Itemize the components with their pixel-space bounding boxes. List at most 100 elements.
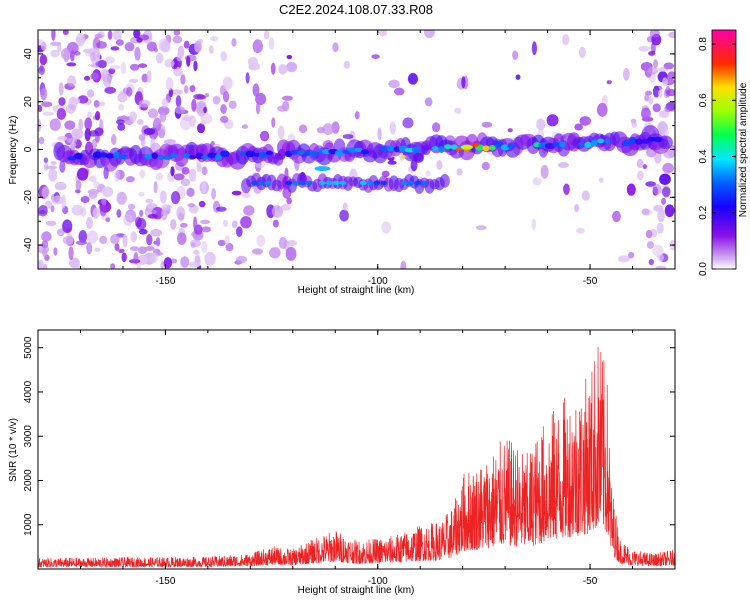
heat-cell xyxy=(231,190,242,196)
heat-cell xyxy=(92,151,103,159)
snr-panel: -150 -100 -50 1000 2000 3000 4000 5000 Height o… xyxy=(8,329,676,596)
heat-cell xyxy=(540,164,549,179)
heat-cell xyxy=(652,184,662,195)
heat-cell xyxy=(42,111,55,116)
heat-cell xyxy=(626,183,636,196)
heat-cell xyxy=(54,182,67,191)
heat-cell xyxy=(94,33,103,39)
heat-cell xyxy=(113,151,121,159)
heat-cell xyxy=(297,150,306,155)
heat-cell xyxy=(67,75,77,87)
heat-cell xyxy=(61,194,66,209)
heat-cell xyxy=(186,55,191,67)
heat-cell xyxy=(183,40,190,49)
spectrogram-axes: -150 -100 -50 -40 -20 0 20 40 xyxy=(23,29,676,287)
heat-cell xyxy=(104,86,116,94)
heat-cell xyxy=(158,38,170,52)
heat-cell xyxy=(278,63,288,75)
snr-series-line xyxy=(38,347,675,569)
x-tick-label: -50 xyxy=(583,276,598,287)
heat-cell xyxy=(140,135,146,147)
heat-cell xyxy=(252,83,260,97)
heat-cell xyxy=(170,152,178,158)
heat-cell xyxy=(110,134,117,145)
heat-cell xyxy=(291,180,299,186)
heat-cell xyxy=(648,258,655,266)
heat-cell xyxy=(241,191,251,199)
heat-cell xyxy=(222,76,233,90)
heat-cell xyxy=(235,255,248,264)
heat-cell xyxy=(136,217,147,231)
heat-cell xyxy=(235,226,243,237)
heat-cell xyxy=(196,94,207,100)
heat-cell xyxy=(581,190,590,201)
heat-cell xyxy=(431,122,441,133)
heat-cell xyxy=(400,260,407,269)
heat-cell xyxy=(645,181,657,187)
heat-cell xyxy=(67,156,77,161)
heat-cell xyxy=(44,200,53,209)
heat-cell xyxy=(64,120,76,130)
heat-cell xyxy=(159,111,167,123)
heat-cell xyxy=(193,249,200,255)
heat-cell xyxy=(316,148,324,153)
heat-cell xyxy=(43,157,49,164)
heat-cell xyxy=(258,151,268,159)
heat-cell xyxy=(655,265,667,269)
heat-cell xyxy=(282,95,293,101)
heat-cell xyxy=(151,152,158,159)
colorbar-tick-label: 0.8 xyxy=(698,37,709,51)
heat-cell xyxy=(117,123,126,131)
heat-cell xyxy=(94,247,101,252)
heat-cell xyxy=(438,145,445,153)
heat-cell xyxy=(115,119,125,125)
heat-cell xyxy=(500,144,510,151)
heat-cell xyxy=(359,180,367,186)
heat-cell xyxy=(144,153,153,160)
heat-cell xyxy=(38,65,46,75)
heat-cell xyxy=(598,177,604,183)
heat-cell xyxy=(662,162,674,174)
heat-cell xyxy=(114,243,120,252)
heat-cell xyxy=(285,180,293,186)
heat-cell xyxy=(414,180,422,186)
heat-cell xyxy=(640,107,651,120)
heat-cell xyxy=(159,190,167,204)
heat-cell xyxy=(201,120,206,125)
heat-cell xyxy=(245,72,250,84)
heat-cell xyxy=(145,198,154,204)
heat-cell xyxy=(99,204,107,217)
heat-cell xyxy=(38,104,43,113)
y-tick-label: 20 xyxy=(23,96,34,108)
heat-cell xyxy=(45,220,57,226)
heat-cell xyxy=(125,176,135,183)
heat-cell xyxy=(475,225,487,231)
heat-cell xyxy=(143,128,156,136)
heat-cell xyxy=(645,229,653,239)
heat-cell xyxy=(332,180,340,186)
heat-cell xyxy=(658,89,663,98)
heat-cell xyxy=(531,41,537,56)
heat-cell xyxy=(174,106,186,115)
heat-cell xyxy=(536,118,546,131)
heat-cell xyxy=(193,60,198,72)
heat-cell xyxy=(663,62,674,70)
heat-cell xyxy=(648,51,656,56)
heat-cell xyxy=(247,56,259,68)
heat-cell xyxy=(201,181,207,194)
heat-cell xyxy=(245,150,256,158)
heat-cell xyxy=(137,254,148,266)
heat-cell xyxy=(44,162,49,171)
heat-cell xyxy=(105,217,111,223)
heat-cell xyxy=(180,178,191,187)
heat-cell xyxy=(656,222,664,234)
heat-cell xyxy=(75,240,88,246)
heat-cell xyxy=(189,155,197,160)
heat-cell xyxy=(628,251,635,259)
heat-cell xyxy=(87,230,98,244)
heat-cell xyxy=(411,146,421,154)
heat-cell xyxy=(95,133,100,143)
heat-cell xyxy=(636,170,644,181)
heat-cell xyxy=(400,155,406,159)
heat-cell xyxy=(70,142,77,148)
